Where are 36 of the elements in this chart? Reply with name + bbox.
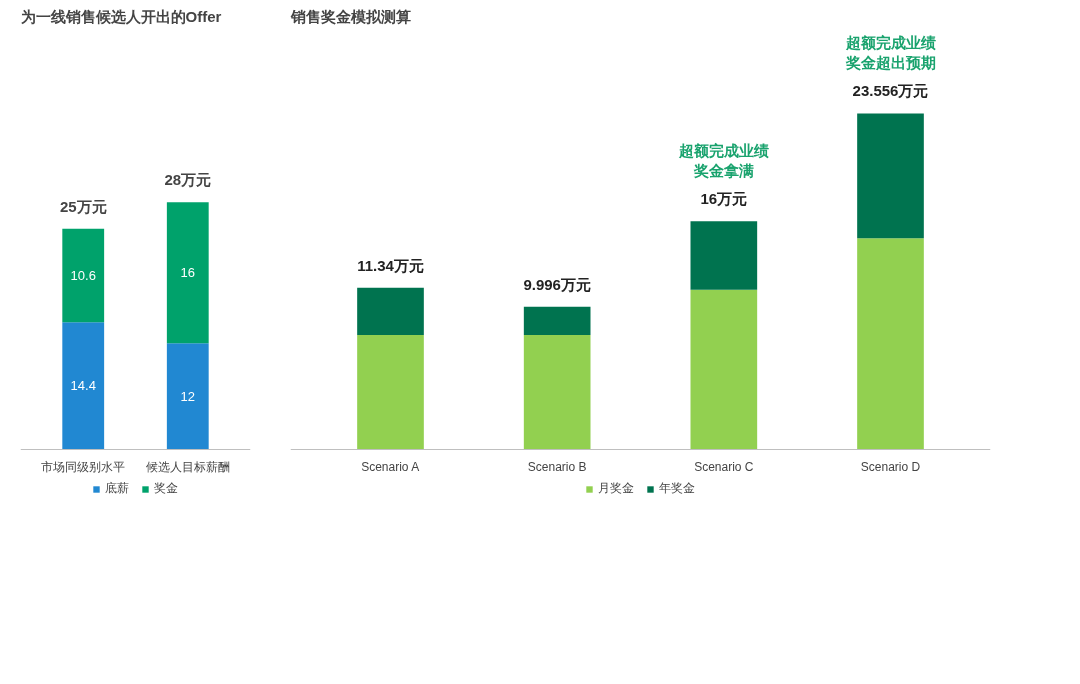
x-tick-label: Scenario A [361, 460, 420, 475]
x-tick-label: Scenario B [527, 460, 587, 475]
data-label: 16 [180, 265, 196, 281]
x-tick-label: Scenario C [694, 460, 754, 475]
bar [857, 113, 924, 239]
data-label: 10.6 [70, 267, 96, 283]
x-tick-label: 候选人目标薪酬 [145, 460, 230, 475]
annotation: 16万元 [700, 190, 748, 208]
x-tick-label: 市场同级别水平 [41, 460, 126, 475]
legend-label: 月奖金 [598, 480, 634, 497]
bar [690, 289, 758, 450]
chart-title: 为一线销售候选人开出的Offer [20, 7, 222, 25]
bar [523, 335, 591, 450]
annotation: 11.34万元 [357, 256, 424, 274]
bar [62, 228, 105, 323]
chart-title: 销售奖金模拟测算 [289, 7, 411, 25]
data-label: 14.4 [70, 378, 96, 394]
bar [62, 322, 105, 450]
data-label: 12 [180, 388, 196, 404]
bar [690, 221, 758, 290]
bar [166, 343, 209, 450]
total-label: 25万元 [59, 197, 107, 215]
legend-label: 底薪 [105, 480, 129, 497]
annotation: 超额完成业绩奖金超出预期 [844, 34, 936, 72]
annotation: 超额完成业绩奖金拿满 [677, 142, 769, 180]
bar [357, 335, 424, 450]
bar [857, 238, 924, 450]
x-tick-label: Scenario D [860, 460, 921, 475]
bar [523, 306, 591, 335]
annotation: 23.556万元 [852, 82, 929, 100]
legend-label: 奖金 [154, 480, 178, 497]
bar [166, 202, 209, 344]
annotation: 9.996万元 [523, 275, 591, 293]
bar [357, 287, 424, 335]
legend-label: 年奖金 [659, 480, 695, 497]
total-label: 28万元 [164, 171, 212, 189]
